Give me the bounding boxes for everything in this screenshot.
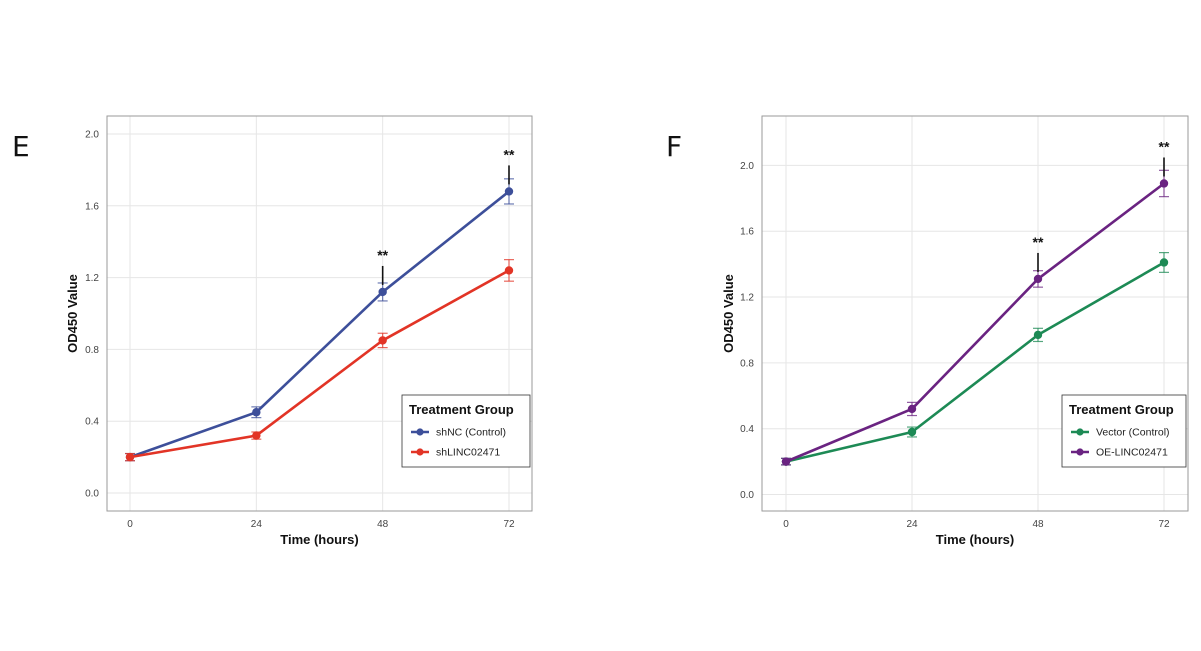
data-point (1033, 330, 1043, 340)
legend-swatch-point (416, 428, 424, 436)
significance-label: ** (1159, 138, 1170, 154)
data-point (504, 266, 514, 275)
data-point (252, 408, 261, 417)
y-axis-title: OD450 Value (721, 274, 736, 353)
data-point (907, 404, 917, 414)
data-point (781, 457, 791, 466)
legend-swatch-point (416, 448, 424, 456)
legend-title: Treatment Group (409, 402, 514, 417)
legend-entry: Vector (Control) (1096, 427, 1170, 439)
x-tick-label: 48 (377, 519, 389, 530)
plot-frame (106, 115, 533, 512)
series-line (129, 269, 510, 459)
y-tick-label: 0.0 (85, 489, 99, 500)
data-point (907, 427, 917, 437)
series-1 (125, 259, 514, 462)
data-point (378, 336, 387, 345)
y-axis-title: OD450 Value (65, 274, 80, 353)
chart-e: 0.0 0.4 0.8 1.2 1.6 2.0 0 24 48 72 Time (hours) OD4… (65, 115, 533, 547)
x-tick-label: 48 (1032, 519, 1044, 530)
plot-frame (761, 115, 1189, 512)
y-tick-label: 0.4 (740, 424, 754, 435)
legend: Treatment Group Vector (Control) OE-LINC02… (1061, 394, 1187, 468)
legend-entry: shNC (Control) (436, 427, 506, 439)
y-tick-label: 1.2 (85, 273, 99, 284)
legend: Treatment Group shNC (Control) shLINC02471 (401, 394, 531, 468)
data-point (252, 431, 261, 440)
series-line (785, 182, 1165, 463)
data-point (504, 187, 514, 196)
y-tick-label: 0.4 (85, 417, 99, 428)
series-line (785, 261, 1165, 463)
x-tick-label: 0 (127, 519, 133, 530)
x-tick-label: 24 (906, 519, 918, 530)
chart-f: 0.0 0.4 0.8 1.2 1.6 2.0 0 24 48 72 Time (hours) OD4… (721, 115, 1189, 547)
data-point (125, 452, 135, 462)
series-1 (781, 169, 1169, 466)
y-tick-label: 1.6 (85, 201, 99, 212)
data-point (1033, 274, 1043, 284)
y-tick-label: 0.0 (740, 490, 754, 501)
y-tick-label: 1.2 (740, 293, 754, 304)
y-tick-label: 0.8 (740, 358, 754, 369)
legend-title: Treatment Group (1069, 402, 1174, 417)
data-point (1159, 258, 1169, 267)
x-tick-label: 0 (783, 519, 789, 530)
x-tick-label: 72 (1158, 519, 1170, 530)
significance-label: ** (504, 146, 515, 162)
y-tick-label: 0.8 (85, 345, 99, 356)
legend-swatch-point (1076, 428, 1084, 436)
x-tick-label: 72 (503, 519, 515, 530)
panel-letter-f: F (666, 130, 683, 163)
x-axis-title: Time (hours) (280, 532, 359, 547)
significance-label: ** (377, 247, 388, 263)
series-line (129, 190, 510, 459)
data-point (1159, 179, 1169, 188)
panel-letter-e: E (12, 130, 30, 163)
data-point (378, 287, 387, 297)
y-tick-label: 1.6 (740, 227, 754, 238)
x-axis-title: Time (hours) (936, 532, 1015, 547)
x-tick-label: 24 (251, 519, 263, 530)
legend-entry: shLINC02471 (436, 447, 500, 459)
y-tick-label: 2.0 (740, 161, 754, 172)
legend-swatch-point (1076, 448, 1084, 456)
legend-entry: OE-LINC02471 (1096, 447, 1168, 459)
significance-label: ** (1033, 234, 1044, 250)
y-tick-label: 2.0 (85, 129, 99, 140)
series-0 (781, 252, 1169, 466)
